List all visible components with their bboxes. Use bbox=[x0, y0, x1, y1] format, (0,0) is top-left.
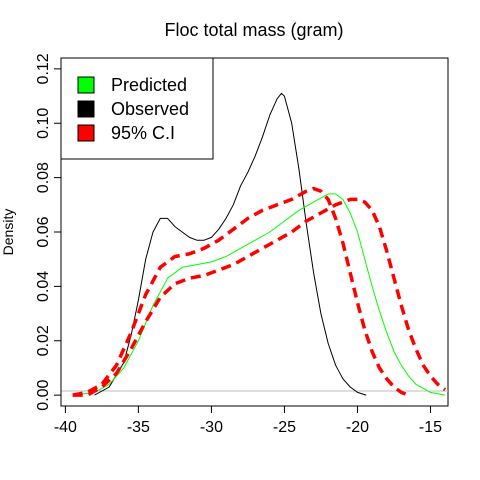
x-axis: -40 -35 -30 -25 -20 -15 bbox=[54, 405, 442, 436]
series-group bbox=[72, 92, 447, 397]
x-tick-label: -40 bbox=[54, 419, 77, 436]
legend-swatch bbox=[77, 76, 95, 94]
x-tick-label: -20 bbox=[346, 419, 369, 436]
y-tick-label: 0.08 bbox=[35, 162, 52, 193]
series-95-c-i-line bbox=[72, 186, 410, 397]
y-tick-label: 0.00 bbox=[35, 379, 52, 410]
y-tick-label: 0.02 bbox=[35, 325, 52, 356]
legend-label: Observed bbox=[111, 99, 189, 119]
legend-items: Predicted Observed 95% C.I bbox=[77, 75, 189, 143]
chart-title: Floc total mass (gram) bbox=[164, 20, 343, 40]
series-predicted-line bbox=[72, 193, 446, 396]
x-tick-label: -30 bbox=[200, 419, 223, 436]
legend-swatch bbox=[77, 124, 95, 142]
legend-label: Predicted bbox=[111, 75, 187, 95]
y-tick-label: 0.12 bbox=[35, 53, 52, 84]
x-tick-label: -25 bbox=[273, 419, 296, 436]
y-tick-label: 0.04 bbox=[35, 271, 52, 302]
y-axis: 0.00 0.02 0.04 0.06 0.08 0.10 0.12 bbox=[35, 53, 62, 411]
y-tick-label: 0.06 bbox=[35, 216, 52, 247]
legend-swatch bbox=[77, 100, 95, 118]
x-tick-label: -35 bbox=[127, 419, 150, 436]
y-axis-label: Density bbox=[0, 209, 16, 256]
y-tick-label: 0.10 bbox=[35, 108, 52, 139]
series-observed-line bbox=[94, 92, 367, 396]
legend: Predicted Observed 95% C.I bbox=[60, 57, 214, 160]
x-tick-label: -15 bbox=[419, 419, 442, 436]
legend-label: 95% C.I bbox=[111, 123, 175, 143]
series-95-c-i-line bbox=[72, 197, 447, 397]
